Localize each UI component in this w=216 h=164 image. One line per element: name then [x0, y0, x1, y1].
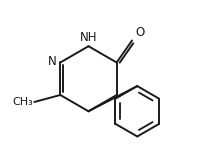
Text: NH: NH [80, 31, 97, 44]
Text: CH₃: CH₃ [12, 97, 33, 107]
Text: O: O [135, 26, 144, 39]
Text: N: N [48, 55, 56, 68]
